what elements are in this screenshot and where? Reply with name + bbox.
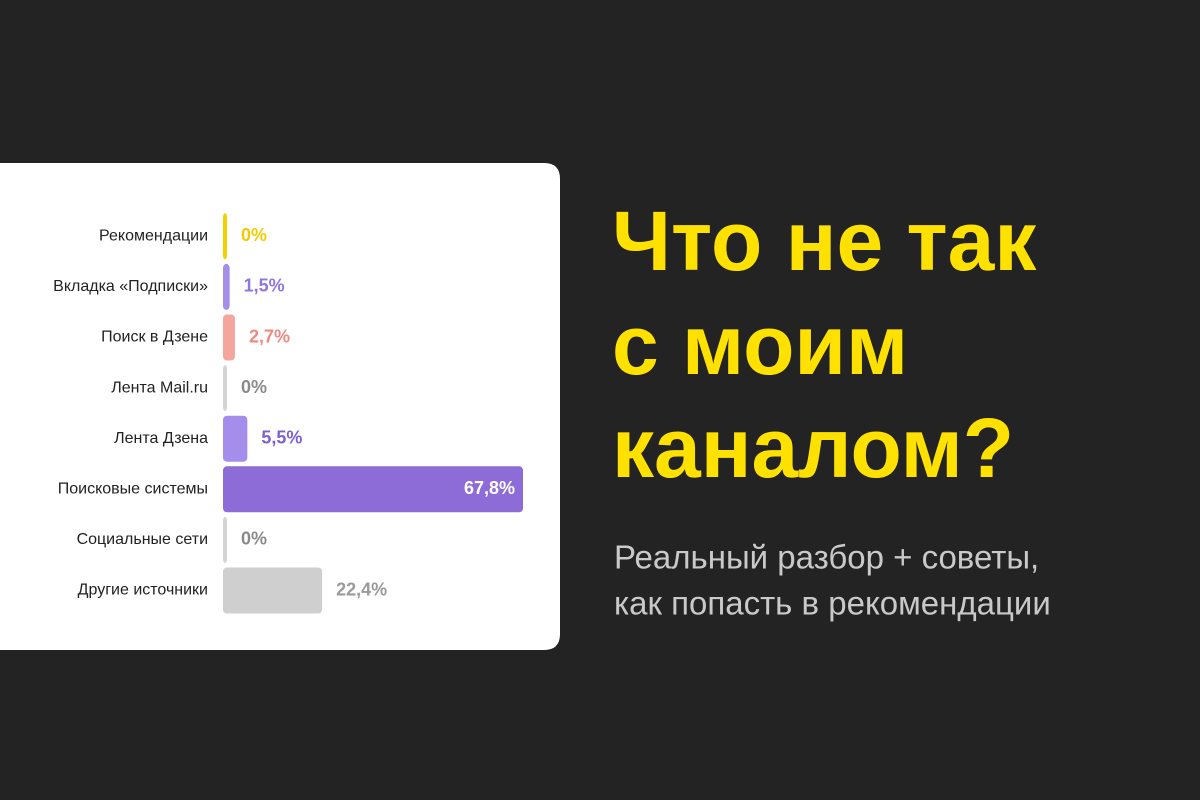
category-label: Поисковые системы [58, 481, 208, 498]
value-label: 5,5% [261, 427, 302, 447]
headline: с моим [612, 298, 908, 392]
bar [223, 263, 230, 310]
subtitle: как попасть в рекомендации [614, 585, 1051, 622]
bar [223, 365, 227, 412]
bar [223, 466, 523, 513]
bar [223, 213, 227, 260]
category-label: Вкладка «Подписки» [53, 278, 208, 295]
category-label: Рекомендации [99, 228, 208, 245]
bar [223, 567, 323, 614]
category-label: Социальные сети [77, 531, 208, 548]
bar [223, 314, 235, 361]
category-label: Другие источники [78, 582, 208, 599]
category-label: Лента Дзена [114, 430, 208, 447]
category-label: Лента Mail.ru [111, 379, 208, 396]
value-label: 0% [241, 377, 267, 397]
value-label: 0% [241, 225, 267, 245]
bar [223, 415, 248, 462]
value-label: 1,5% [244, 276, 285, 296]
chart-card [0, 163, 560, 650]
value-label: 22,4% [336, 579, 387, 599]
headline: каналом? [612, 401, 1014, 495]
value-label: 67,8% [464, 478, 515, 498]
bar [223, 516, 227, 563]
value-label: 0% [241, 529, 267, 549]
headline: Что не так [612, 194, 1037, 288]
value-label: 2,7% [249, 326, 290, 346]
subtitle: Реальный разбор + советы, [614, 539, 1039, 576]
category-label: Поиск в Дзене [101, 329, 208, 346]
